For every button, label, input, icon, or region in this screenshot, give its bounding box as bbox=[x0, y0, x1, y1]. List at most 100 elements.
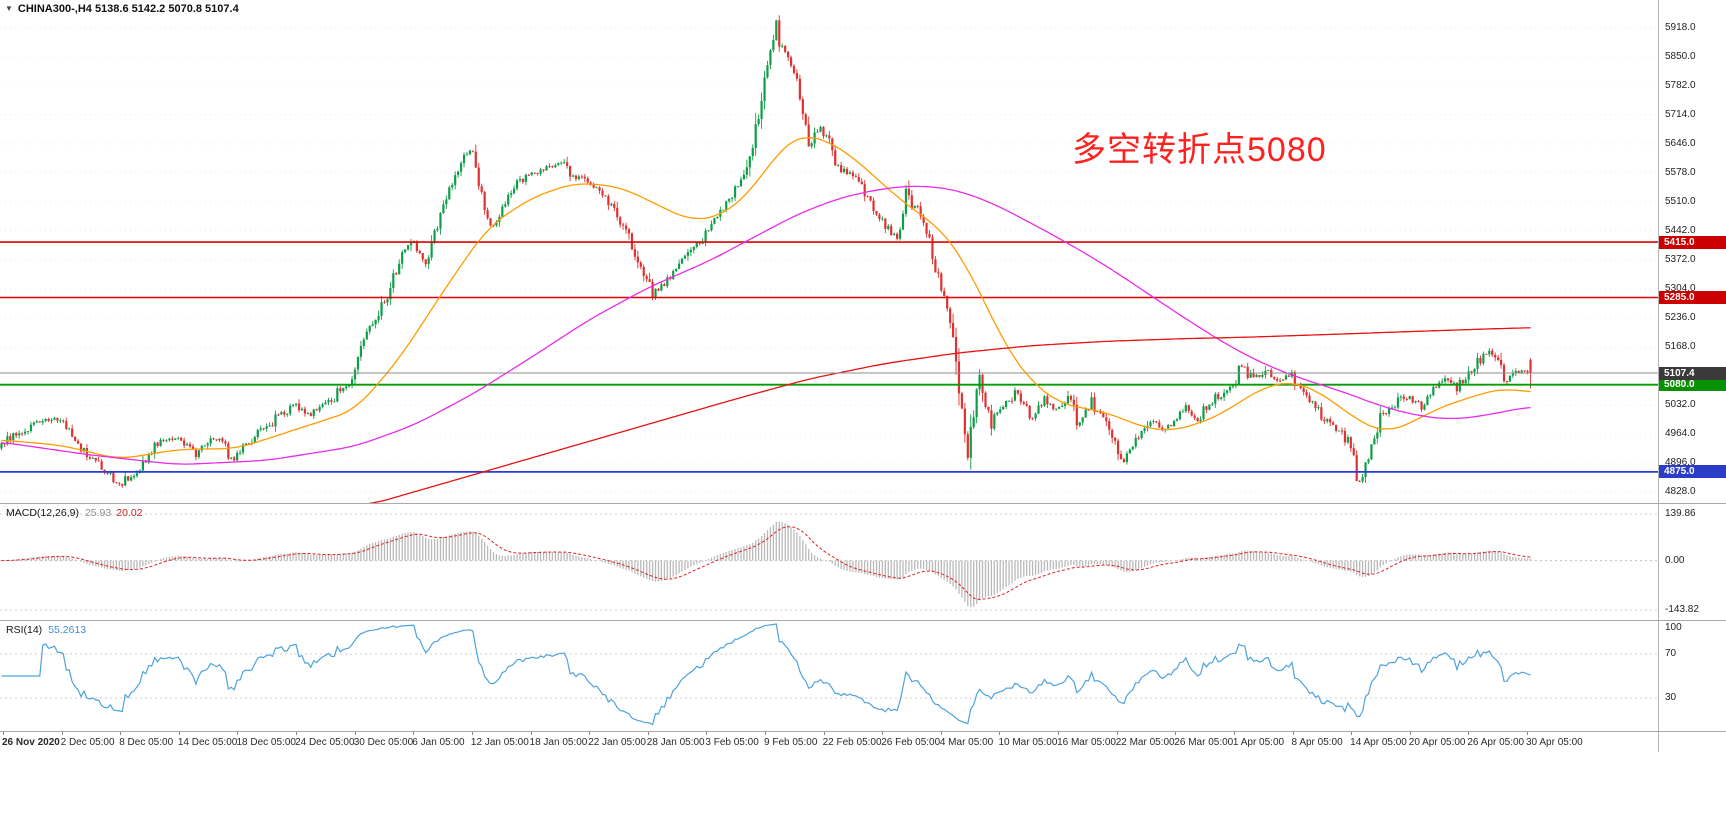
price-chart-canvas[interactable] bbox=[0, 0, 1658, 503]
time-label: 3 Feb 05:00 bbox=[705, 737, 759, 748]
resistance-5415-tag: 5415.0 bbox=[1659, 235, 1726, 249]
time-tick bbox=[296, 732, 298, 735]
time-tick bbox=[1233, 732, 1235, 735]
time-label: 26 Mar 05:00 bbox=[1174, 737, 1234, 748]
rsi-tick-label: 70 bbox=[1665, 648, 1677, 659]
price-tick-label: 5578.0 bbox=[1665, 166, 1696, 178]
rsi-indicator-label: RSI(14) 55.2613 bbox=[6, 624, 86, 636]
time-label: 14 Apr 05:00 bbox=[1350, 737, 1407, 748]
macd-tick-label: 0.00 bbox=[1665, 554, 1685, 566]
time-tick bbox=[647, 732, 649, 735]
time-tick bbox=[3, 732, 4, 735]
time-label: 1 Apr 05:00 bbox=[1232, 737, 1285, 748]
macd-signal-value: 20.02 bbox=[116, 507, 143, 519]
time-tick bbox=[1058, 732, 1060, 735]
price-tick-label: 4964.0 bbox=[1665, 428, 1696, 440]
time-label: 18 Jan 05:00 bbox=[529, 737, 588, 748]
time-label: 10 Mar 05:00 bbox=[998, 737, 1058, 748]
collapse-triangle-icon[interactable]: ▼ bbox=[5, 4, 13, 13]
time-tick bbox=[413, 732, 415, 735]
macd-name: MACD(12,26,9) bbox=[6, 507, 79, 519]
time-axis[interactable]: 26 Nov 2020 2 Dec 05:00 8 Dec 05:00 14 Dec … bbox=[0, 732, 1658, 752]
time-label: 20 Apr 05:00 bbox=[1408, 737, 1466, 748]
bottom-margin bbox=[0, 752, 1726, 827]
time-label: 26 Nov 2020 bbox=[2, 737, 60, 748]
chart-header: ▼ CHINA300-,H4 5138.6 5142.2 5070.8 5107… bbox=[5, 3, 239, 15]
pivot-5080-tag: 5080.0 bbox=[1659, 378, 1726, 392]
time-tick bbox=[471, 732, 473, 735]
time-tick bbox=[1409, 732, 1411, 735]
time-tick bbox=[589, 732, 591, 735]
price-tick-label: 5510.0 bbox=[1665, 195, 1696, 207]
price-tick-label: 5236.0 bbox=[1665, 312, 1696, 324]
time-label: 24 Dec 05:00 bbox=[295, 737, 355, 748]
time-tick bbox=[354, 732, 356, 735]
rsi-name: RSI(14) bbox=[6, 624, 43, 636]
price-tick-label: 5304.0 bbox=[1665, 283, 1696, 295]
time-tick bbox=[823, 732, 825, 735]
time-label: 26 Apr 05:00 bbox=[1467, 737, 1525, 748]
time-label: 22 Mar 05:00 bbox=[1115, 737, 1175, 748]
panel-splitter-macd-rsi[interactable] bbox=[0, 620, 1726, 621]
ma-medium-magenta[interactable] bbox=[1, 185, 1531, 465]
price-tick-label: 4896.0 bbox=[1665, 456, 1696, 468]
time-tick bbox=[1175, 732, 1177, 735]
rsi-value: 55.2613 bbox=[48, 624, 87, 636]
time-tick bbox=[1351, 732, 1353, 735]
price-tick-label: 5168.0 bbox=[1665, 341, 1696, 353]
macd-canvas[interactable] bbox=[0, 504, 1658, 620]
time-tick bbox=[61, 732, 63, 735]
time-label: 22 Feb 05:00 bbox=[822, 737, 882, 748]
time-label: 4 Mar 05:00 bbox=[939, 737, 994, 748]
time-label: 30 Apr 05:00 bbox=[1526, 737, 1583, 748]
price-tick-label: 5032.0 bbox=[1665, 399, 1696, 411]
ma-slow-red[interactable] bbox=[369, 327, 1531, 503]
price-tick-label: 4828.0 bbox=[1665, 485, 1696, 497]
panel-splitter-main-macd[interactable] bbox=[0, 503, 1726, 504]
time-label: 28 Jan 05:00 bbox=[646, 737, 705, 748]
macd-histogram bbox=[3, 521, 1532, 607]
price-tick-label: 5442.0 bbox=[1665, 224, 1696, 236]
time-tick bbox=[999, 732, 1001, 735]
time-label: 8 Dec 05:00 bbox=[119, 737, 174, 748]
rsi-tick-label: 100 bbox=[1665, 622, 1682, 633]
time-label: 22 Jan 05:00 bbox=[588, 737, 646, 748]
time-label: 18 Dec 05:00 bbox=[236, 737, 296, 748]
macd-tick-label: 139.86 bbox=[1665, 508, 1696, 519]
macd-indicator-label: MACD(12,26,9) 25.93 20.02 bbox=[6, 507, 143, 519]
time-tick bbox=[1468, 732, 1470, 735]
time-tick bbox=[765, 732, 766, 735]
panel-splitter-rsi-time[interactable] bbox=[0, 731, 1726, 732]
price-tick-label: 5850.0 bbox=[1665, 51, 1696, 63]
time-label: 2 Dec 05:00 bbox=[60, 737, 115, 748]
time-tick bbox=[1292, 732, 1294, 735]
price-axis-column[interactable]: 5918.0 5850.0 5782.0 5714.0 5646.0 5578.0 5510… bbox=[1658, 0, 1726, 752]
macd-signal-line bbox=[1, 526, 1531, 600]
rsi-canvas[interactable] bbox=[0, 621, 1658, 731]
time-label: 30 Dec 05:00 bbox=[353, 737, 414, 748]
time-tick bbox=[940, 732, 942, 735]
price-tick-label: 5918.0 bbox=[1665, 22, 1696, 34]
ma-fast-orange[interactable] bbox=[1, 137, 1531, 458]
resistance-5285-tag: 5285.0 bbox=[1659, 290, 1726, 304]
time-tick bbox=[882, 732, 884, 735]
time-tick bbox=[1116, 732, 1118, 735]
time-label: 9 Feb 05:00 bbox=[764, 737, 818, 748]
time-tick bbox=[237, 732, 239, 735]
time-label: 6 Jan 05:00 bbox=[412, 737, 465, 748]
time-tick bbox=[1527, 732, 1528, 735]
time-tick bbox=[530, 732, 532, 735]
time-tick bbox=[178, 732, 180, 735]
rsi-line bbox=[1, 623, 1531, 726]
candles-series bbox=[0, 15, 1532, 489]
time-label: 8 Apr 05:00 bbox=[1291, 737, 1343, 748]
time-tick bbox=[706, 732, 708, 735]
rsi-tick-label: 30 bbox=[1665, 692, 1677, 703]
time-tick bbox=[120, 732, 122, 735]
time-label: 16 Mar 05:00 bbox=[1057, 737, 1116, 748]
price-tick-label: 5782.0 bbox=[1665, 79, 1696, 91]
time-label: 14 Dec 05:00 bbox=[177, 737, 238, 748]
macd-tick-label: -143.82 bbox=[1665, 604, 1699, 615]
chart-annotation-text[interactable]: 多空转折点5080 bbox=[1072, 131, 1327, 169]
